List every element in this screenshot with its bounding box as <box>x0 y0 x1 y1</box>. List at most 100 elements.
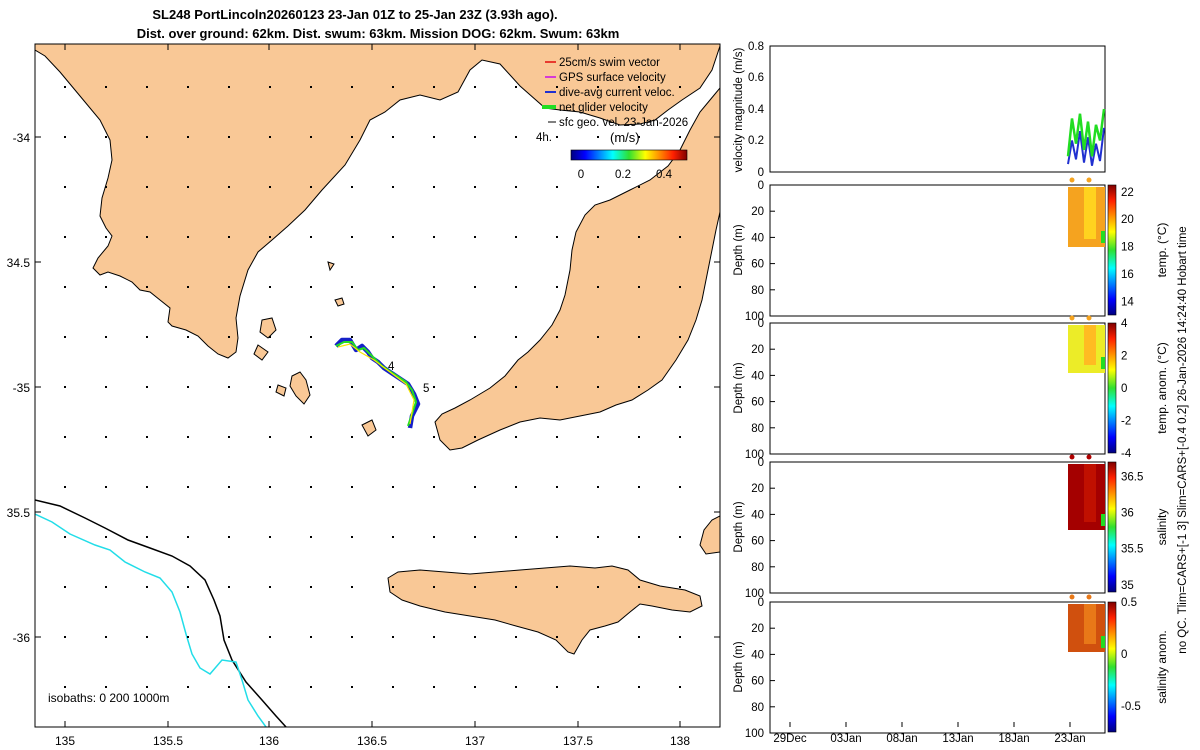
depth-y-tick: 100 <box>745 588 764 600</box>
profile-data <box>1084 464 1096 522</box>
colorbar <box>1107 322 1117 454</box>
surface-dot <box>1069 315 1075 321</box>
velocity-panel: 0.8 0.6 0.4 0.2 0 velocity magnitude (m/… <box>733 41 1106 179</box>
depth-panel-frame <box>769 184 1106 317</box>
legend-item-dive-avg-current: dive-avg current veloc. <box>545 87 675 99</box>
depth-y-tick: 80 <box>751 562 764 574</box>
isobath-200m <box>35 499 287 727</box>
depth-panel: 0 20 40 60 80 100 Depth (m) 0.5 0 -0.5 salinity an… <box>733 594 1169 740</box>
depth-y-tick: 20 <box>751 344 764 356</box>
map-frame <box>34 43 721 728</box>
depth-y-tick: 80 <box>751 423 764 435</box>
legend-time-marker: 4h. <box>536 132 552 144</box>
legend-item-sfc-geo-vel: sfc geo. vel. 23-Jan-2026 <box>548 117 688 129</box>
surface-dot <box>1069 177 1075 183</box>
glider-track <box>334 337 421 429</box>
velocity-colorbar <box>570 149 688 161</box>
surface-dot <box>1086 454 1092 460</box>
profile-data <box>1101 514 1105 526</box>
depth-y-tick: 0 <box>758 597 764 609</box>
isobath-1000m <box>35 513 267 727</box>
colorbar-label: temp. anom. (°C) <box>1155 342 1169 434</box>
map-y-tick: -34 <box>13 131 31 145</box>
vel-y-tick: 0.6 <box>748 72 764 84</box>
map-area: 4 5 25cm/s swim vector GPS surface veloc… <box>35 44 720 727</box>
depth-y-tick: 40 <box>751 649 764 661</box>
depth-y-tick: 80 <box>751 702 764 714</box>
depth-panel: 0 20 40 60 80 100 Depth (m) 36.5 36 35.5 35 salinit… <box>733 454 1169 600</box>
colorbar-tick: 35.5 <box>1121 544 1143 556</box>
legend-item-swim-vector: 25cm/s swim vector <box>545 57 660 69</box>
depth-panel-frame <box>769 461 1106 594</box>
depth-ylabel: Depth (m) <box>733 362 745 413</box>
land-eyre-peninsula <box>35 44 720 359</box>
colorbar-label: salinity <box>1155 509 1169 546</box>
map-x-tick: 138 <box>670 734 690 748</box>
profile-data <box>1101 636 1105 648</box>
colorbar-tick: 18 <box>1121 242 1134 254</box>
depth-y-tick: 60 <box>751 536 764 548</box>
depth-y-tick: 0 <box>758 457 764 469</box>
velocity-series-line <box>1066 108 1106 157</box>
vel-y-tick: 0.2 <box>748 135 764 147</box>
depth-y-tick: 40 <box>751 232 764 244</box>
depth-y-tick: 60 <box>751 397 764 409</box>
legend-label: dive-avg current veloc. <box>559 87 675 99</box>
depth-y-tick: 20 <box>751 206 764 218</box>
colorbar-tick: 36 <box>1121 508 1134 520</box>
map-x-tick: 135 <box>55 734 75 748</box>
profile-data <box>1084 187 1096 239</box>
surface-dot <box>1069 454 1075 460</box>
legend-label: sfc geo. vel. 23-Jan-2026 <box>559 117 688 129</box>
velocity-colorbar-tick: 0 <box>578 169 584 181</box>
depth-y-tick: 40 <box>751 509 764 521</box>
colorbar-tick: -0.5 <box>1121 701 1141 713</box>
depth-y-tick: 60 <box>751 676 764 688</box>
map-axis-ticks <box>35 44 720 727</box>
colorbar-label: salinity anom. <box>1155 630 1169 703</box>
legend-label: net glider velocity <box>559 102 648 114</box>
colorbar-tick: 22 <box>1121 187 1134 199</box>
surface-dot <box>1086 177 1092 183</box>
profile-data <box>1101 231 1105 243</box>
title-line-1: SL248 PortLincoln20260123 23-Jan 01Z to … <box>152 7 557 22</box>
colorbar-tick: 36.5 <box>1121 471 1143 483</box>
profile-data <box>1084 604 1096 644</box>
time-x-tick: 18Jan <box>998 733 1029 745</box>
surface-dot <box>1086 594 1092 600</box>
colorbar-tick: 35 <box>1121 580 1134 592</box>
title-line-2: Dist. over ground: 62km. Dist. swum: 63k… <box>137 26 620 41</box>
map-y-tick: -36 <box>13 631 31 645</box>
map-y-tick: 35.5 <box>7 506 31 520</box>
isobaths-label: isobaths: 0 200 1000m <box>48 691 169 705</box>
colorbar-tick: 2 <box>1121 351 1127 363</box>
depth-ylabel: Depth (m) <box>733 224 745 275</box>
depth-y-tick: 60 <box>751 259 764 271</box>
colorbar <box>1107 184 1117 316</box>
colorbar-tick: 0.5 <box>1121 597 1137 609</box>
side-note: no QC. Tlim=CARS+[-1 3] Slim=CARS+[-0.4 … <box>1177 226 1189 653</box>
map-x-tick: 137.5 <box>563 734 593 748</box>
sfc-geo-vector-field <box>64 86 681 688</box>
velocity-series-line <box>1067 127 1105 166</box>
surface-dot <box>1086 315 1092 321</box>
depth-y-tick: 100 <box>745 311 764 323</box>
velocity-series <box>1066 108 1106 166</box>
colorbar-tick: -2 <box>1121 416 1131 428</box>
colorbar-tick: 4 <box>1121 318 1128 330</box>
time-x-tick: 08Jan <box>886 733 917 745</box>
velocity-colorbar-label: (m/s) <box>610 130 640 145</box>
surface-dot <box>1069 594 1075 600</box>
track-label-4: 4 <box>388 361 395 373</box>
islands <box>253 261 377 437</box>
profile-data <box>1101 357 1105 369</box>
time-x-tick: 29Dec <box>773 733 806 745</box>
velocity-colorbar-tick: 0.2 <box>615 169 631 181</box>
depth-y-tick: 0 <box>758 180 764 192</box>
colorbar-tick: -4 <box>1121 448 1132 460</box>
colorbar-tick: 14 <box>1121 296 1134 308</box>
land-fleurieu <box>699 515 720 555</box>
land-yorke-peninsula <box>434 87 720 451</box>
colorbar-tick: 16 <box>1121 269 1134 281</box>
